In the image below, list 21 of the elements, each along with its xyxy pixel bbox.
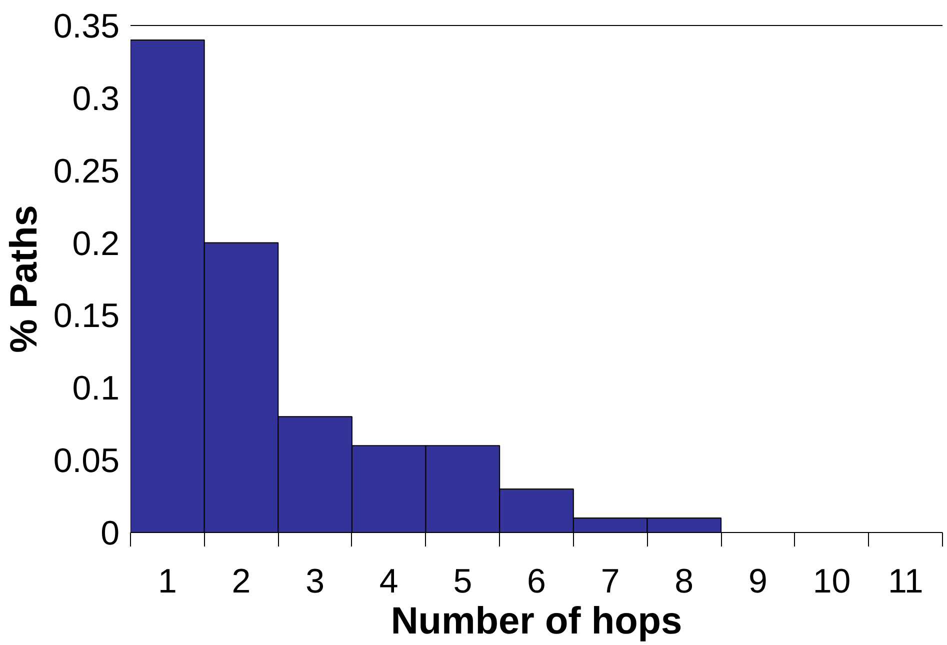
- y-tick-label: 0.35: [53, 8, 120, 46]
- y-tick-label: 0: [100, 514, 120, 552]
- x-tick-label: 1: [158, 562, 177, 600]
- y-tick-label: 0.2: [72, 224, 120, 263]
- x-tick-label: 10: [812, 562, 851, 600]
- x-tick-label: 8: [674, 562, 694, 600]
- y-axis-title: % Paths: [3, 205, 46, 353]
- x-tick-label: 6: [527, 562, 546, 600]
- x-tick-label: 4: [379, 562, 398, 600]
- x-tick-label: 3: [306, 562, 325, 600]
- y-tick-label: 0.1: [72, 370, 120, 408]
- x-axis-title: Number of hops: [390, 600, 682, 642]
- x-tick-label: 5: [453, 562, 472, 600]
- x-tick-label: 9: [748, 562, 768, 600]
- x-tick-label: 11: [888, 562, 924, 600]
- y-tick-label: 0.15: [53, 297, 120, 336]
- y-tick-label: 0.3: [72, 80, 120, 118]
- y-tick-label: 0.05: [53, 442, 120, 480]
- x-tick-label: 7: [600, 562, 620, 600]
- y-tick-label: 0.25: [53, 152, 120, 190]
- x-tick-label: 2: [232, 562, 251, 600]
